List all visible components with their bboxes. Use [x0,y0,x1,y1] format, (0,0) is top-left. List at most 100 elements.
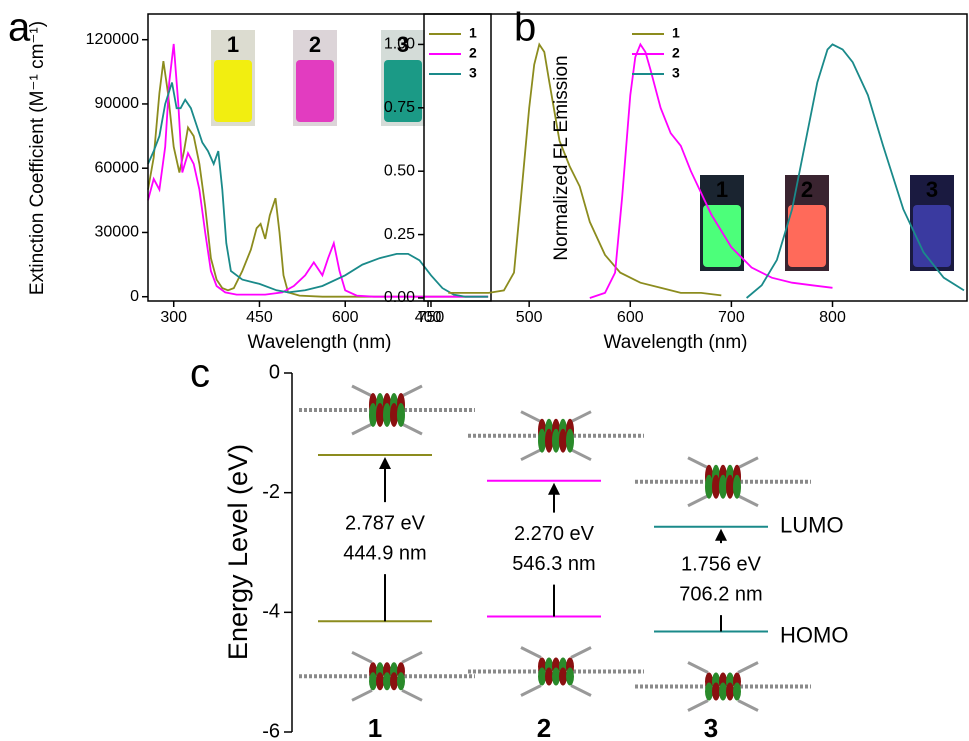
orbital-lobe [369,402,377,427]
molecule-arm [737,699,759,712]
legend-label: 2 [672,45,680,61]
category-label: 3 [704,713,718,741]
legend-label: 1 [672,25,680,41]
gap-annotation: 2.270 eV [514,523,595,545]
orbital-lobe [566,428,574,453]
x-axis-label: Wavelength (nm) [248,332,392,353]
inset-liquid [384,60,422,122]
inset-label: 2 [309,32,321,57]
series-line [589,42,833,299]
x-tick-label: 500 [516,309,543,326]
orbital-image [468,646,644,697]
y-tick-label: 0 [130,288,139,305]
x-tick-label: 400 [415,309,442,326]
arrow-head [548,482,560,495]
orbital-lobe [538,667,546,686]
category-label: 2 [537,713,551,741]
orbital-lobe [705,474,713,499]
y-axis-label: Extinction Coefficient (M⁻¹ cm⁻¹) [27,21,48,295]
gap-annotation: 2.787 eV [345,512,426,534]
gap-annotation: 1.756 eV [681,553,762,575]
legend-label: 3 [469,65,477,81]
orbital-lobe [390,402,398,427]
series-line [746,43,965,299]
molecule-arm [520,684,542,697]
molecule-arm [737,661,759,674]
inset-liquid [913,205,951,267]
molecule-arm [687,661,709,674]
orbital-image [299,650,475,702]
orbital-lobe [733,474,741,499]
y-tick-label: 1.00 [384,36,415,53]
inset-label: 3 [926,177,938,202]
orbital-lobe [719,474,727,499]
level-label: LUMO [780,513,844,538]
molecule-arm [687,456,709,470]
plot-frame [423,13,968,302]
molecule-arm [401,688,423,702]
inset-label: 1 [716,177,728,202]
category-label: 1 [368,713,382,741]
arrow-head [379,456,391,469]
inset-liquid [296,60,334,122]
y-tick-label: 90000 [95,95,140,112]
y-axis-label: Energy Level (eV) [223,444,253,660]
orbital-lobe [719,682,727,701]
orbital-lobe [538,428,546,453]
gap-annotation: 706.2 nm [679,583,762,605]
orbital-lobe [733,682,741,701]
y-tick-label: -2 [262,481,280,503]
orbital-lobe [559,667,567,686]
y-tick-label: 120000 [86,31,139,48]
gap-annotation: 444.9 nm [343,542,426,564]
x-tick-label: 700 [718,309,745,326]
inset-liquid [703,205,741,267]
molecule-arm [570,646,592,659]
inset-label: 3 [397,32,409,57]
x-tick-label: 450 [246,309,273,326]
x-tick-label: 600 [332,309,359,326]
molecule-arm [520,646,542,659]
orbital-image [635,456,811,508]
legend-label: 3 [672,65,680,81]
molecule-arm [687,699,709,712]
panel-label: a [8,6,31,50]
orbital-lobe [559,428,567,453]
orbital-image [635,661,811,712]
series-line [448,42,722,297]
y-tick-label: 30000 [95,224,140,241]
arrow-head [715,528,727,541]
molecule-arm [737,456,759,470]
series-line [147,82,489,298]
y-tick-label: -6 [262,720,280,741]
molecule-arm [401,384,423,398]
orbital-lobe [390,672,398,691]
x-tick-label: 800 [819,309,846,326]
legend-label: 2 [469,45,477,61]
y-tick-label: 0.50 [384,162,415,179]
molecule-arm [570,684,592,697]
molecule-arm [687,494,709,508]
molecule-arm [351,650,373,664]
level-label: HOMO [780,622,848,647]
orbital-lobe [712,474,720,499]
orbital-lobe [383,402,391,427]
panel-label: b [514,6,536,50]
orbital-lobe [545,667,553,686]
inset-label: 2 [801,177,813,202]
orbital-lobe [726,474,734,499]
orbital-image [299,384,475,436]
molecule-arm [570,410,592,424]
plot-frame [147,13,492,302]
orbital-lobe [397,402,405,427]
molecule-arm [351,688,373,702]
gap-annotation: 546.3 nm [512,553,595,575]
y-tick-label: -4 [262,601,280,623]
orbital-image [468,410,644,462]
y-tick-label: 0.00 [384,289,415,306]
orbital-lobe [712,682,720,701]
legend-label: 1 [469,25,477,41]
orbital-lobe [369,672,377,691]
orbital-lobe [566,667,574,686]
